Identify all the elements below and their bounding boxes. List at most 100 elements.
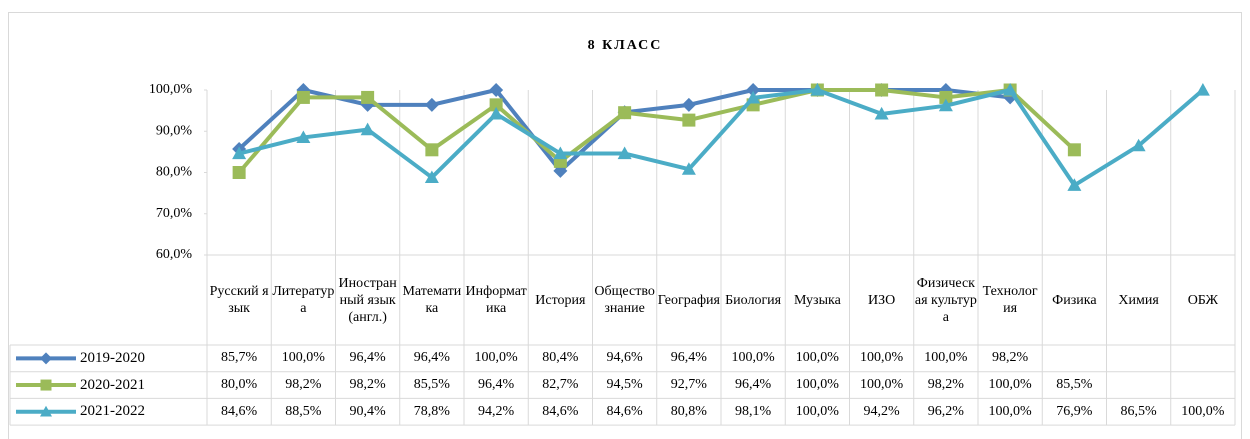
x-tick-label: ИЗО [868, 292, 896, 308]
marker [40, 352, 52, 365]
marker [618, 106, 632, 120]
table-value: 84,6% [606, 403, 643, 419]
table-value: 92,7% [670, 377, 707, 393]
table-value: 80,0% [221, 377, 258, 393]
table-value: 100,0% [281, 350, 325, 366]
marker [40, 379, 52, 391]
marker [938, 98, 953, 112]
x-tick-label: Химия [1118, 292, 1159, 308]
chart-border [8, 12, 1242, 439]
marker [489, 98, 503, 112]
table-value: 100,0% [988, 403, 1032, 419]
x-tick-label: Математика [402, 284, 462, 316]
y-tick-label: 100,0% [149, 82, 193, 97]
table-value: 80,4% [542, 350, 579, 366]
table-value: 88,5% [285, 403, 322, 419]
table-value: 100,0% [474, 350, 518, 366]
table-value: 96,4% [478, 377, 515, 393]
marker [232, 166, 246, 179]
table-value: 78,8% [413, 403, 450, 419]
marker [1003, 83, 1018, 96]
table-value: 86,5% [1120, 403, 1157, 419]
y-tick-label: 80,0% [156, 165, 193, 180]
marker [746, 90, 761, 104]
table-value: 76,9% [1056, 403, 1093, 419]
table-value: 96,4% [413, 350, 450, 366]
table-value: 94,2% [478, 403, 515, 419]
table-value: 84,6% [542, 403, 579, 419]
marker [489, 83, 504, 97]
table-value: 82,7% [542, 377, 579, 393]
table-value: 96,2% [927, 403, 964, 419]
marker [40, 405, 52, 417]
x-tick-label: Иностранный язык (англ.) [338, 275, 397, 325]
marker [360, 122, 375, 136]
table-value: 100,0% [860, 377, 904, 393]
marker [681, 162, 696, 175]
marker [296, 130, 311, 144]
table-value: 96,4% [349, 350, 386, 366]
x-tick-label: География [657, 292, 720, 308]
x-tick-label: Литература [272, 284, 335, 316]
x-tick-label: История [535, 292, 586, 308]
x-tick-label: Информатика [465, 284, 527, 316]
y-tick-label: 70,0% [156, 206, 193, 221]
table-value: 98,2% [285, 377, 322, 393]
marker [424, 170, 439, 184]
table-value: 94,5% [606, 377, 643, 393]
marker [425, 143, 439, 157]
table-value: 98,1% [735, 403, 772, 419]
table-value: 90,4% [349, 403, 386, 419]
table-value: 100,0% [795, 403, 839, 419]
legend-label: 2021-2022 [80, 403, 145, 420]
legend-label: 2020-2021 [80, 376, 145, 393]
legend-label: 2019-2020 [80, 349, 145, 366]
marker [875, 83, 889, 97]
x-tick-label: Русский язык [209, 284, 269, 316]
table-value: 84,6% [221, 403, 258, 419]
x-tick-label: Физическая культура [914, 275, 977, 325]
table-value: 98,2% [992, 350, 1029, 366]
marker [232, 146, 247, 160]
table-value: 85,5% [1056, 377, 1093, 393]
table-value: 98,2% [349, 377, 386, 393]
marker [617, 146, 632, 160]
chart-title: 8 КЛАСС [588, 38, 663, 53]
table-value: 100,0% [1181, 403, 1225, 419]
table-value: 94,2% [863, 403, 900, 419]
table-value: 98,2% [927, 377, 964, 393]
y-tick-label: 90,0% [156, 123, 193, 138]
table-value: 100,0% [988, 377, 1032, 393]
marker [939, 90, 953, 104]
x-tick-label: Биология [725, 292, 782, 308]
table-value: 96,4% [670, 350, 707, 366]
series-line [237, 88, 1076, 174]
series-line [238, 88, 1205, 188]
table-value: 94,6% [606, 350, 643, 366]
y-tick-label: 60,0% [156, 247, 193, 262]
marker [1131, 138, 1146, 152]
marker [810, 83, 825, 96]
marker [1067, 178, 1082, 191]
table-value: 100,0% [924, 350, 968, 366]
table-value: 100,0% [795, 350, 839, 366]
table-value: 80,8% [670, 403, 707, 419]
marker [553, 146, 568, 160]
x-tick-label: Обществознание [594, 284, 655, 316]
marker [746, 83, 761, 97]
table-value: 96,4% [735, 377, 772, 393]
x-tick-label: Технология [982, 284, 1038, 316]
marker [874, 106, 889, 120]
x-tick-label: ОБЖ [1187, 292, 1219, 308]
marker [1195, 83, 1210, 96]
marker [682, 113, 696, 127]
x-tick-label: Физика [1052, 292, 1097, 308]
marker [681, 97, 696, 112]
table-value: 100,0% [860, 350, 904, 366]
table-value: 85,5% [413, 377, 450, 393]
marker [361, 90, 375, 104]
table-value: 85,7% [221, 350, 258, 366]
table-value: 100,0% [731, 350, 775, 366]
